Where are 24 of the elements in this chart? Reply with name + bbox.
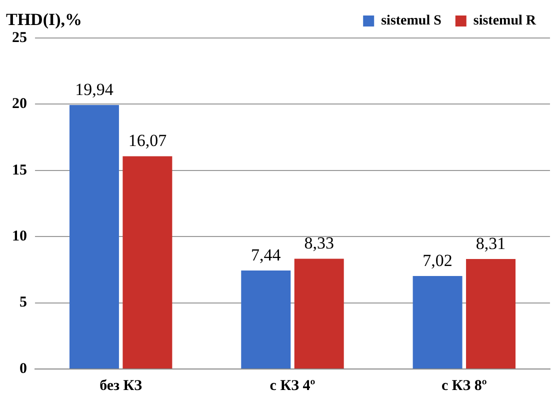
x-tick-label: с КЗ 4º (270, 378, 316, 394)
y-tick-label: 20 (12, 96, 27, 112)
data-label: 8,31 (476, 234, 506, 253)
y-tick-label: 10 (12, 228, 27, 244)
data-label: 7,02 (422, 251, 452, 270)
x-tick-label: с КЗ 8º (441, 378, 487, 394)
bar (412, 276, 462, 368)
y-axis-title: THD(I),% (6, 10, 82, 30)
legend-label: sistemul S (381, 14, 442, 29)
legend-label: sistemul R (473, 14, 537, 29)
bar (466, 258, 516, 368)
data-label: 19,94 (75, 80, 114, 99)
y-tick-label: 15 (12, 162, 27, 178)
data-label: 8,33 (304, 234, 334, 253)
bar (241, 270, 291, 368)
bar (69, 104, 119, 368)
bar (122, 156, 172, 368)
x-tick-label: без КЗ (100, 378, 142, 394)
y-tick-label: 0 (20, 360, 27, 377)
y-tick-label: 5 (20, 294, 27, 311)
data-label: 7,44 (251, 245, 282, 264)
data-label: 16,07 (128, 131, 168, 150)
y-tick-label: 25 (12, 30, 27, 46)
bar (294, 258, 344, 368)
